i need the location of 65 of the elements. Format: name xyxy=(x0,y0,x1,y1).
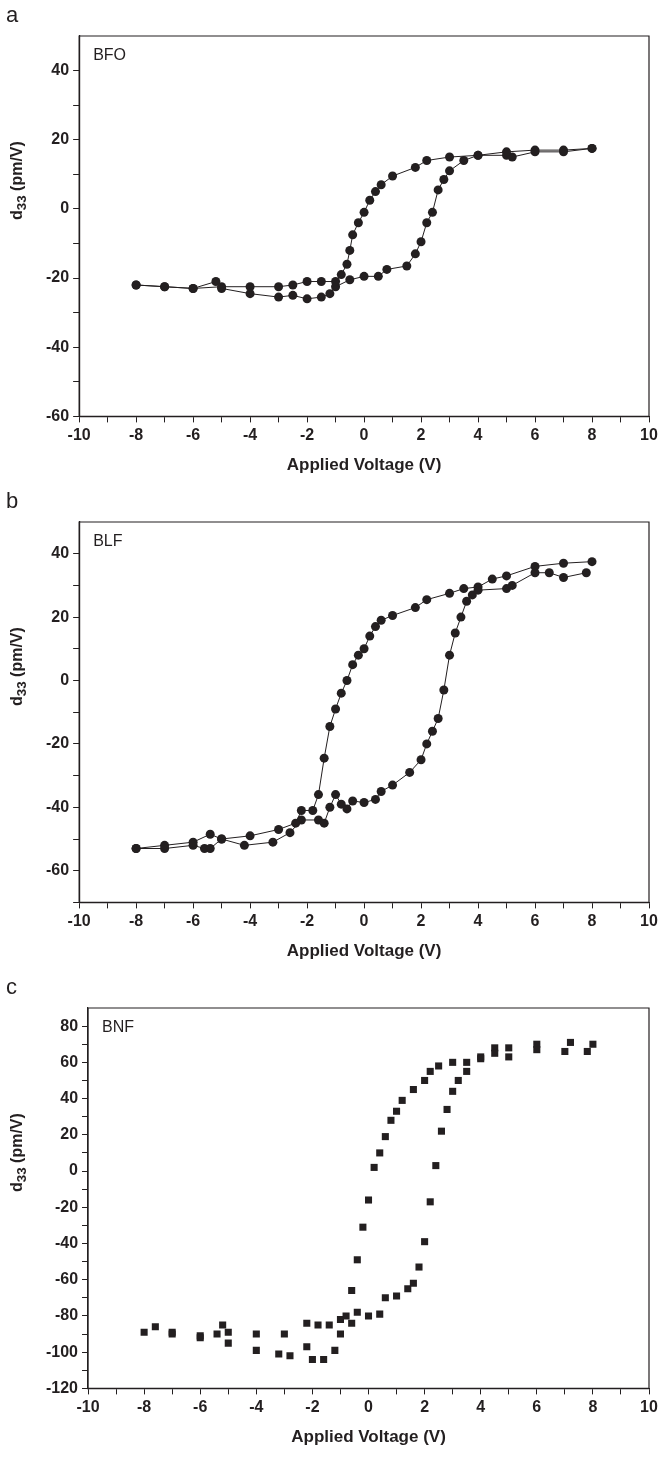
y-tick-label: -20 xyxy=(46,268,70,286)
x-tick-label: 0 xyxy=(359,912,369,930)
y-tick-label: 20 xyxy=(60,1125,79,1143)
x-tick-label: 6 xyxy=(530,426,540,444)
x-tick-label: -6 xyxy=(185,426,201,444)
x-tick-label: -4 xyxy=(242,426,258,444)
y-tick-label: -20 xyxy=(54,1197,79,1215)
chart-title: b xyxy=(6,488,19,514)
x-tick-label: -2 xyxy=(299,912,315,930)
annotation: BLF xyxy=(93,532,123,550)
y-tick-label: 0 xyxy=(60,670,70,688)
y-tick-label: 60 xyxy=(60,1052,79,1070)
x-tick-label: -10 xyxy=(67,912,91,930)
x-tick-label: -6 xyxy=(185,912,201,930)
annotation: BFO xyxy=(93,46,127,64)
x-axis-title: Applied Voltage (V) xyxy=(291,1427,446,1447)
x-tick-label: -8 xyxy=(129,426,144,444)
y-tick-label: 40 xyxy=(51,60,70,78)
x-axis-title: Applied Voltage (V) xyxy=(286,455,442,475)
y-tick-label: -60 xyxy=(46,861,70,879)
y-tick-label: -20 xyxy=(46,734,70,752)
x-tick-label: -8 xyxy=(129,912,144,930)
x-tick-label: -4 xyxy=(249,1398,264,1416)
y-tick-label: -80 xyxy=(54,1306,79,1324)
y-tick-label: 40 xyxy=(60,1088,79,1106)
x-tick-label: 8 xyxy=(587,912,597,930)
x-tick-label: -8 xyxy=(137,1398,152,1416)
y-tick-label: -40 xyxy=(54,1233,79,1251)
x-tick-label: 2 xyxy=(416,912,426,930)
x-axis-title: Applied Voltage (V) xyxy=(286,941,442,961)
y-tick-label: 0 xyxy=(69,1161,79,1179)
y-tick-label: -40 xyxy=(46,337,70,355)
x-tick-label: 10 xyxy=(640,912,658,930)
x-tick-label: 0 xyxy=(359,426,369,444)
y-tick-label: -60 xyxy=(54,1270,79,1288)
chart-title: a xyxy=(6,2,19,28)
x-tick-label: -2 xyxy=(305,1398,320,1416)
x-tick-label: 4 xyxy=(476,1398,486,1416)
x-tick-label: 6 xyxy=(530,912,540,930)
x-tick-label: 0 xyxy=(364,1398,374,1416)
y-tick-label: -100 xyxy=(45,1342,79,1360)
x-tick-label: 10 xyxy=(640,1398,658,1416)
x-tick-label: 8 xyxy=(588,1398,598,1416)
y-tick-label: 80 xyxy=(60,1016,79,1034)
x-tick-label: -2 xyxy=(299,426,315,444)
x-tick-label: -10 xyxy=(76,1398,100,1416)
annotation: BNF xyxy=(102,1018,135,1036)
y-tick-label: 20 xyxy=(51,130,70,148)
y-tick-label: -60 xyxy=(46,406,70,424)
y-tick-label: 0 xyxy=(60,199,70,217)
x-tick-label: 10 xyxy=(640,426,658,444)
y-tick-label: 40 xyxy=(51,544,70,562)
x-tick-label: 8 xyxy=(587,426,597,444)
y-tick-label: 20 xyxy=(51,607,70,625)
y-tick-label: -120 xyxy=(45,1378,79,1396)
chart-title: c xyxy=(6,974,17,1000)
x-tick-label: -6 xyxy=(193,1398,208,1416)
x-tick-label: 2 xyxy=(420,1398,430,1416)
x-tick-label: 2 xyxy=(416,426,426,444)
x-tick-label: -4 xyxy=(242,912,258,930)
x-tick-label: 4 xyxy=(473,912,483,930)
x-tick-label: 4 xyxy=(473,426,483,444)
x-tick-label: 6 xyxy=(532,1398,542,1416)
y-tick-label: -40 xyxy=(46,797,70,815)
x-tick-label: -10 xyxy=(67,426,91,444)
